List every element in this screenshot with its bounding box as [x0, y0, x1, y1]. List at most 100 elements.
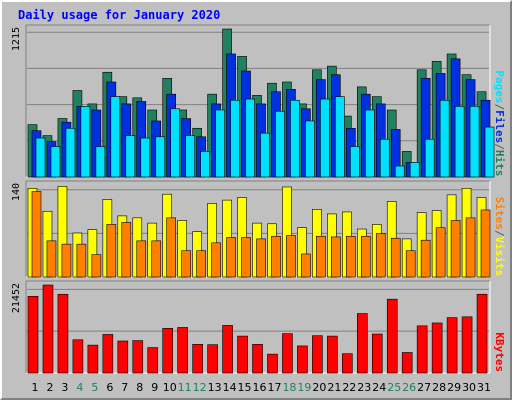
visits-sites-bar-30: [465, 217, 476, 278]
kbytes-kbytes-bar-25: [386, 298, 398, 374]
visits-sites-bar-2: [46, 240, 57, 278]
visits-sites-bar-8: [136, 240, 147, 278]
kbytes-kbytes-bar-9: [147, 347, 159, 374]
kbytes-kbytes-bar-29: [446, 317, 458, 374]
hits-pages-bar-16: [260, 132, 270, 178]
visits-sites-bar-1: [31, 191, 42, 278]
hits-legend-item: /: [493, 143, 506, 150]
hits-pages-bar-5: [95, 146, 106, 178]
kbytes-legend-item: KBytes: [493, 332, 506, 372]
x-tick-label-28: 28: [432, 381, 446, 394]
x-tick-label-24: 24: [372, 381, 386, 394]
kbytes-kbytes-bar-10: [162, 327, 174, 374]
visits-sites-bar-19: [301, 253, 311, 278]
x-tick-label-26: 26: [402, 381, 416, 394]
kbytes-kbytes-bar-23: [356, 313, 368, 374]
kbytes-kbytes-bar-17: [267, 353, 278, 374]
hits-pages-bar-25: [394, 165, 405, 178]
x-tick-label-30: 30: [462, 381, 476, 394]
kbytes-kbytes-bar-19: [297, 345, 308, 374]
x-tick-label-15: 15: [238, 381, 252, 394]
x-tick-label-20: 20: [312, 381, 326, 394]
hits-pages-bar-26: [409, 162, 420, 178]
kbytes-kbytes-bar-21: [327, 335, 338, 374]
visits-sites-bar-14: [226, 237, 236, 278]
kbytes-kbytes-bar-28: [431, 322, 443, 374]
visits-legend-item: Visits: [493, 237, 506, 277]
kbytes-kbytes-bar-12: [192, 343, 203, 374]
x-tick-label-25: 25: [387, 381, 401, 394]
kbytes-kbytes-bar-8: [132, 340, 144, 374]
hits-pages-bar-2: [50, 146, 61, 178]
kbytes-kbytes-bar-26: [401, 352, 413, 374]
visits-sites-bar-28: [435, 227, 446, 278]
x-tick-label-27: 27: [417, 381, 431, 394]
hits-pages-bar-1: [35, 137, 46, 178]
hits-pages-bar-11: [185, 135, 195, 178]
kbytes-kbytes-bar-3: [57, 293, 69, 374]
kbytes-kbytes-bar-24: [371, 333, 383, 374]
x-tick-label-12: 12: [193, 381, 207, 394]
visits-sites-bar-6: [106, 224, 117, 278]
hits-pages-bar-10: [170, 108, 181, 178]
visits-sites-bar-9: [151, 240, 162, 278]
hits-pages-bar-27: [424, 138, 435, 178]
hits-pages-bar-19: [305, 120, 315, 178]
hits-pages-bar-8: [140, 137, 151, 178]
x-tick-label-1: 1: [32, 381, 39, 394]
hits-pages-bar-24: [379, 138, 390, 178]
hits-legend-item: Hits: [493, 150, 506, 177]
x-tick-label-29: 29: [447, 381, 461, 394]
x-tick-label-23: 23: [357, 381, 371, 394]
kbytes-kbytes-bar-31: [476, 293, 488, 374]
visits-sites-bar-18: [286, 235, 296, 278]
visits-sites-bar-16: [256, 238, 266, 278]
chart-title: Daily usage for January 2020: [18, 8, 221, 22]
visits-ymax-label: 140: [11, 183, 22, 201]
x-tick-label-4: 4: [76, 381, 83, 394]
visits-sites-bar-13: [211, 242, 221, 278]
visits-legend-item: Sites: [493, 197, 506, 230]
hits-pages-bar-21: [335, 96, 345, 178]
visits-sites-bar-20: [316, 235, 326, 278]
visits-sites-bar-10: [166, 217, 177, 278]
hits-legend-item: Files: [493, 110, 506, 143]
visits-sites-bar-26: [405, 250, 416, 278]
kbytes-kbytes-bar-5: [87, 344, 99, 374]
x-tick-label-6: 6: [106, 381, 113, 394]
x-tick-label-10: 10: [163, 381, 177, 394]
x-tick-label-13: 13: [208, 381, 222, 394]
visits-sites-bar-5: [91, 254, 102, 278]
x-tick-label-18: 18: [282, 381, 296, 394]
x-tick-label-17: 17: [267, 381, 281, 394]
hits-pages-bar-13: [215, 109, 225, 178]
kbytes-kbytes-bar-2: [42, 284, 54, 374]
visits-sites-bar-7: [121, 222, 132, 278]
x-tick-label-19: 19: [297, 381, 311, 394]
hits-pages-bar-22: [350, 146, 360, 178]
hits-pages-bar-12: [200, 151, 210, 178]
visits-sites-bar-21: [331, 236, 341, 278]
kbytes-kbytes-bar-11: [177, 327, 188, 374]
hits-pages-bar-18: [290, 99, 300, 178]
hits-pages-bar-9: [155, 136, 166, 178]
kbytes-kbytes-bar-30: [461, 316, 473, 374]
kbytes-kbytes-bar-4: [72, 339, 84, 374]
hits-pages-bar-20: [320, 98, 330, 178]
kbytes-kbytes-bar-6: [102, 334, 114, 374]
x-tick-label-16: 16: [253, 381, 267, 394]
x-tick-label-14: 14: [223, 381, 237, 394]
kbytes-kbytes-bar-7: [117, 340, 129, 374]
hits-pages-bar-14: [230, 99, 240, 178]
hits-pages-bar-29: [454, 106, 465, 178]
kbytes-ymax-label: 21452: [11, 283, 22, 313]
hits-legend-item: Pages: [493, 70, 506, 103]
kbytes-kbytes-bar-22: [342, 353, 353, 374]
x-tick-label-8: 8: [136, 381, 143, 394]
hits-pages-bar-15: [245, 98, 255, 178]
x-tick-label-3: 3: [61, 381, 68, 394]
visits-sites-bar-17: [271, 235, 281, 278]
x-tick-label-31: 31: [477, 381, 491, 394]
kbytes-kbytes-bar-27: [416, 325, 428, 374]
